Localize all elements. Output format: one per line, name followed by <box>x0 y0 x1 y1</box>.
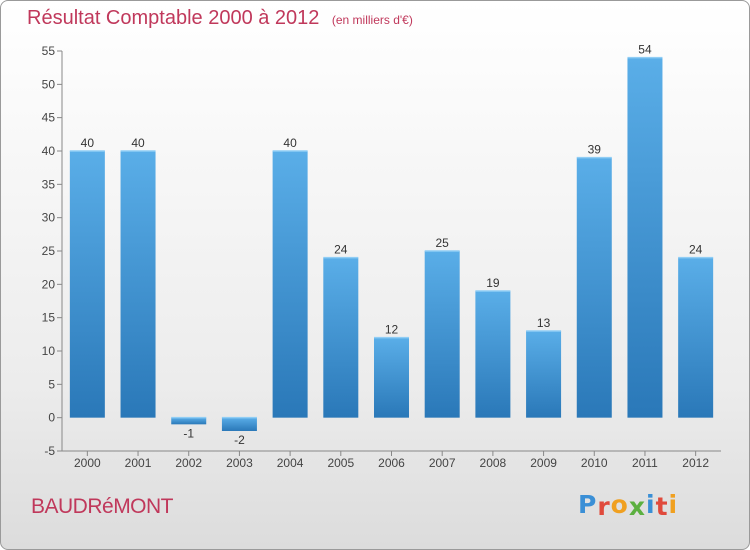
chart-title: Résultat Comptable 2000 à 2012 (en milli… <box>27 7 413 30</box>
x-tick-label: 2003 <box>226 456 253 470</box>
bar-2010 <box>576 157 612 418</box>
x-tick-label: 2011 <box>632 456 658 470</box>
x-tick-label: 2000 <box>74 456 101 470</box>
y-tick-label: 20 <box>42 277 56 291</box>
bar-2005 <box>323 257 359 418</box>
logo-letter: x <box>628 492 646 521</box>
y-tick-label: 10 <box>42 344 56 358</box>
value-label-2009: 13 <box>537 316 551 330</box>
value-label-2001: 40 <box>131 136 145 150</box>
bar-2002 <box>171 417 207 425</box>
chart-axes: -5 0 5 10 15 20 25 30 35 40 45 50 55 <box>42 44 721 458</box>
place-name: BAUDRéMONT <box>31 495 174 518</box>
value-label-2005: 24 <box>334 243 348 257</box>
chart-title-text: Résultat Comptable 2000 à 2012 <box>27 7 320 29</box>
value-label-2004: 40 <box>283 136 297 150</box>
logo-letter: o <box>610 490 629 519</box>
value-label-2008: 19 <box>486 276 500 290</box>
value-label-2000: 40 <box>81 136 95 150</box>
bar-2003 <box>221 417 257 431</box>
x-tick-label: 2010 <box>581 456 608 470</box>
bar-2012 <box>678 257 714 418</box>
x-tick-label: 2006 <box>378 456 405 470</box>
x-tick-label: 2012 <box>682 456 709 470</box>
x-tick-label: 2009 <box>530 456 557 470</box>
value-label-2006: 12 <box>385 323 399 337</box>
bar-2008 <box>475 291 511 418</box>
chart-unit-note: (en milliers d'€) <box>331 13 413 27</box>
value-label-2002: -1 <box>183 426 194 440</box>
y-tick-label: 50 <box>42 77 56 91</box>
bar-2004 <box>272 151 308 418</box>
x-tick-label: 2001 <box>125 456 152 470</box>
y-tick-label: 55 <box>42 44 56 58</box>
bar-2001 <box>120 151 156 418</box>
chart-labels: 2000 40 2001 40 2002 -1 2003 -2 2004 40 2005 24 2006… <box>74 43 709 470</box>
value-label-2010: 39 <box>588 143 602 157</box>
chart-bars <box>69 56 714 431</box>
logo-letter: r <box>597 492 611 521</box>
x-tick-label: 2005 <box>327 456 354 470</box>
bar-2000 <box>69 151 105 418</box>
proxiti-logo[interactable]: Proxiti <box>578 490 679 521</box>
y-tick-label: 25 <box>42 244 56 258</box>
bar-2009 <box>526 331 562 418</box>
value-label-2011: 54 <box>638 43 652 57</box>
y-tick-label: -5 <box>44 444 55 458</box>
bar-2006 <box>374 337 409 418</box>
y-tick-label: 35 <box>42 177 56 191</box>
x-tick-label: 2007 <box>429 456 456 470</box>
y-tick-label: 45 <box>42 111 56 125</box>
logo-letter: P <box>578 490 598 519</box>
logo-letter: t <box>655 492 669 521</box>
value-label-2003: -2 <box>234 433 245 447</box>
logo-letter: i <box>668 490 679 519</box>
x-tick-label: 2008 <box>480 456 507 470</box>
bar-2011 <box>627 57 663 418</box>
bar-2007 <box>424 251 460 418</box>
y-tick-label: 30 <box>42 211 56 225</box>
y-tick-label: 5 <box>48 377 55 391</box>
y-tick-label: 40 <box>42 144 56 158</box>
logo-letter: i <box>646 490 656 519</box>
value-label-2012: 24 <box>689 243 703 257</box>
y-tick-label: 15 <box>42 311 56 325</box>
y-tick-label: 0 <box>48 411 55 425</box>
x-tick-label: 2002 <box>175 456 202 470</box>
value-label-2007: 25 <box>436 236 450 250</box>
x-tick-label: 2004 <box>277 456 304 470</box>
